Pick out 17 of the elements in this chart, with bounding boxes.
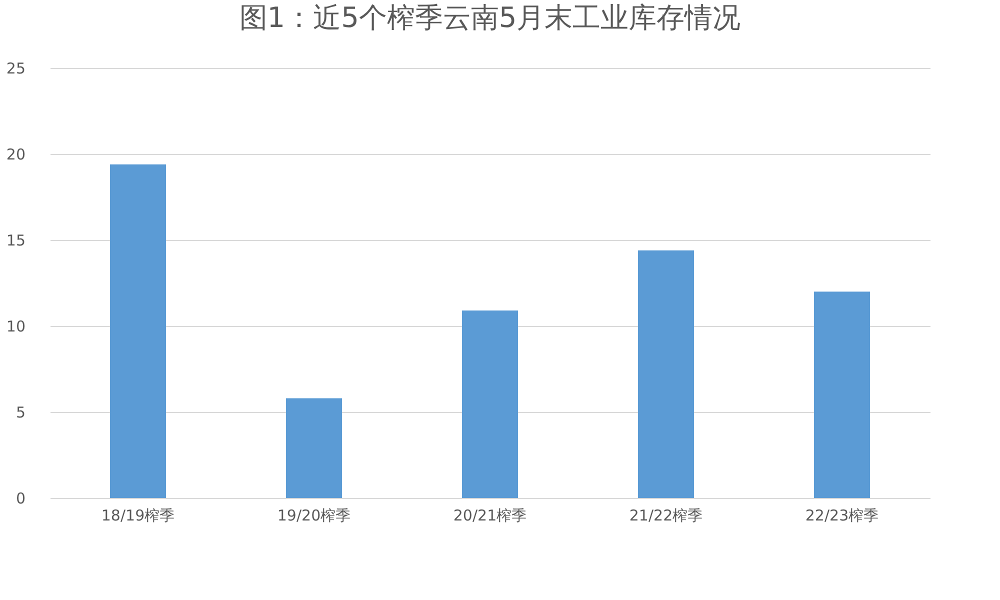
chart-title: 图1：近5个榨季云南5月末工业库存情况	[239, 1, 741, 34]
x-tick-label: 22/23榨季	[805, 506, 879, 524]
bar	[286, 398, 342, 498]
bar	[110, 164, 166, 498]
bar	[638, 250, 694, 498]
bar	[462, 310, 518, 498]
x-tick-label: 20/21榨季	[453, 506, 527, 524]
y-tick-label: 5	[16, 404, 26, 422]
y-tick-label: 25	[6, 60, 26, 78]
bar	[814, 292, 870, 498]
x-tick-label: 19/20榨季	[277, 506, 351, 524]
y-tick-label: 20	[6, 146, 26, 164]
x-tick-label: 18/19榨季	[101, 506, 175, 524]
y-tick-label: 10	[6, 318, 26, 336]
y-tick-label: 15	[6, 232, 26, 250]
y-tick-label: 0	[16, 490, 26, 508]
x-tick-label: 21/22榨季	[629, 506, 703, 524]
